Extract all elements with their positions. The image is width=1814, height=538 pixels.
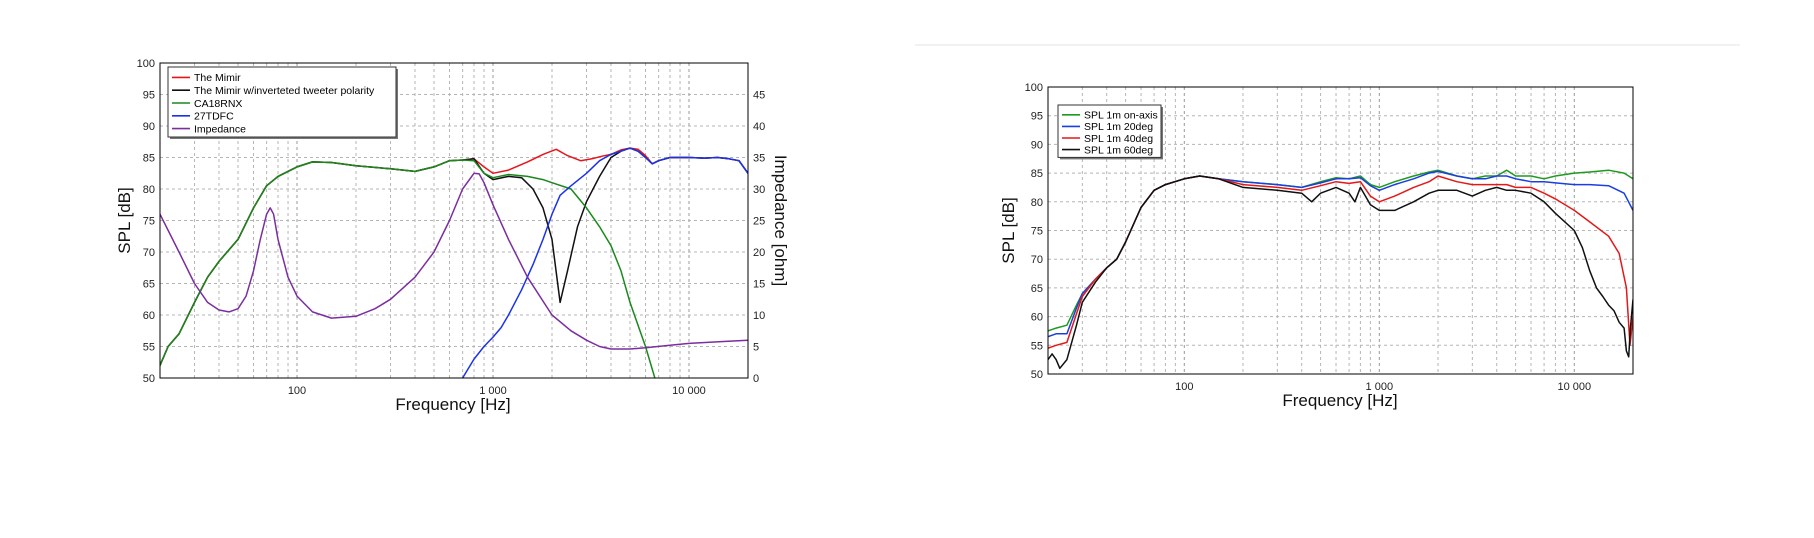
x-tick-label: 1 000: [1366, 381, 1394, 393]
y-tick-label: 50: [1031, 369, 1043, 381]
y-tick-label: 60: [1031, 312, 1043, 324]
y-tick-label: 75: [1031, 226, 1043, 238]
legend-box: [1057, 104, 1162, 158]
x-axis-label: Frequency [Hz]: [395, 395, 510, 414]
plot-frame: [159, 62, 749, 379]
y2-tick-label: 10: [753, 310, 765, 322]
y2-tick-label: 45: [753, 90, 765, 102]
legend-label: SPL 1m 60deg: [1084, 144, 1153, 156]
chart-left: 50 55 60 65 70 75 80 85 90 95 100 0 5 10 15 20 25 30 35 40 4…: [115, 58, 790, 414]
y2-tick-label: 15: [753, 279, 765, 291]
y-tick-label: 80: [1031, 197, 1043, 209]
y-tick-label: 65: [143, 279, 155, 291]
x-tick-label: 10 000: [1557, 381, 1591, 393]
y-tick-label: 70: [1031, 254, 1043, 266]
y-tick-label: 55: [143, 342, 155, 354]
chart-right: 50 55 60 65 70 75 80 85 90 95 100 100 1 000 10 000 Fr…: [999, 82, 1634, 410]
x-tick-label: 100: [1175, 381, 1193, 393]
y-axis-label: SPL [dB]: [999, 197, 1018, 263]
tick-labels: 50 55 60 65 70 75 80 85 90 95 100 0 5 10 15 20 25 30 35 40 4…: [137, 58, 766, 397]
y2-tick-label: 20: [753, 247, 765, 259]
y2-axis-label: Impedance [ohm]: [771, 155, 790, 286]
y-tick-label: 60: [143, 310, 155, 322]
series-line: [160, 159, 656, 378]
y-tick-label: 95: [1031, 111, 1043, 123]
y-tick-label: 95: [143, 90, 155, 102]
y2-tick-label: 25: [753, 216, 765, 228]
tick-labels: 50 55 60 65 70 75 80 85 90 95 100 100 1 000 10 000: [1025, 82, 1591, 393]
y-tick-label: 100: [137, 58, 155, 70]
y-tick-label: 100: [1025, 82, 1043, 94]
y-tick-label: 85: [143, 153, 155, 165]
legend-label: SPL 1m 40deg: [1084, 133, 1153, 145]
y-tick-label: 90: [1031, 139, 1043, 151]
legend-label: CA18RNX: [194, 98, 242, 110]
legend-box: [167, 66, 397, 138]
y2-tick-label: 30: [753, 184, 765, 196]
x-axis-label: Frequency [Hz]: [1282, 391, 1397, 410]
legend-label: The Mimir w/inverteted tweeter polarity: [194, 85, 375, 97]
y-axis-label: SPL [dB]: [115, 187, 134, 253]
chart-series-lines: [1048, 169, 1633, 370]
x-tick-label: 10 000: [672, 385, 706, 397]
plot-frame: [1047, 86, 1634, 375]
y-tick-label: 70: [143, 247, 155, 259]
y-tick-label: 65: [1031, 283, 1043, 295]
y-tick-label: 55: [1031, 340, 1043, 352]
y-tick-label: 80: [143, 184, 155, 196]
legend-label: SPL 1m 20deg: [1084, 121, 1153, 133]
legend-label: 27TDFC: [194, 111, 234, 123]
y2-tick-label: 0: [753, 373, 759, 385]
y-tick-label: 50: [143, 373, 155, 385]
series-line: [461, 147, 748, 378]
y2-tick-label: 40: [753, 121, 765, 133]
y2-tick-label: 35: [753, 153, 765, 165]
series-line: [160, 172, 748, 350]
x-tick-label: 100: [288, 385, 306, 397]
y-tick-label: 90: [143, 121, 155, 133]
legend-label: Impedance: [194, 123, 246, 135]
y2-tick-label: 5: [753, 342, 759, 354]
series-line: [1048, 175, 1633, 370]
y-tick-label: 75: [143, 216, 155, 228]
legend-label: The Mimir: [194, 72, 241, 84]
x-tick-label: 1 000: [479, 385, 507, 397]
chart-series-lines: [160, 147, 748, 378]
legend-label: SPL 1m on-axis: [1084, 110, 1158, 122]
y-tick-label: 85: [1031, 168, 1043, 180]
